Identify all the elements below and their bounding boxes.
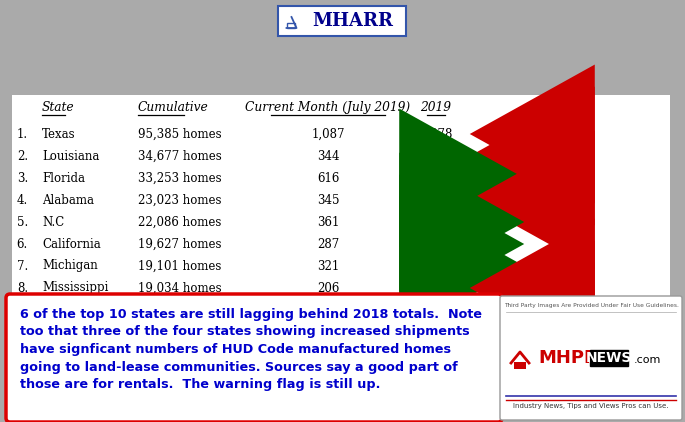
Text: Florida: Florida — [42, 171, 85, 184]
Text: 1,456: 1,456 — [419, 303, 453, 316]
Text: 8.: 8. — [17, 281, 28, 295]
Text: 344: 344 — [316, 149, 339, 162]
Text: 22,086 homes: 22,086 homes — [138, 216, 221, 228]
Text: 1,656: 1,656 — [553, 303, 587, 316]
Text: 208: 208 — [317, 325, 339, 338]
Bar — [288, 23, 295, 28]
Text: 1,720: 1,720 — [553, 325, 587, 338]
Text: 2,554: 2,554 — [419, 194, 453, 206]
Bar — [12, 95, 670, 377]
Text: 2,484: 2,484 — [419, 149, 453, 162]
FancyBboxPatch shape — [279, 6, 406, 36]
Text: NEWS: NEWS — [586, 351, 632, 365]
Bar — [590, 350, 628, 366]
Text: Alabama: Alabama — [42, 194, 94, 206]
Text: 4,583: 4,583 — [419, 171, 453, 184]
Text: 616: 616 — [316, 171, 339, 184]
Text: MHARR: MHARR — [312, 12, 393, 30]
Text: N.C: N.C — [42, 216, 64, 228]
Text: 206: 206 — [316, 281, 339, 295]
Text: 2,710: 2,710 — [553, 216, 587, 228]
Text: 19,101 homes: 19,101 homes — [138, 260, 221, 273]
Text: 23,023 homes: 23,023 homes — [138, 194, 221, 206]
Text: 345: 345 — [316, 194, 339, 206]
FancyBboxPatch shape — [6, 294, 502, 422]
Text: 2,296: 2,296 — [553, 238, 587, 251]
Text: Current Month (July 2019): Current Month (July 2019) — [245, 101, 410, 114]
Text: 361: 361 — [316, 216, 339, 228]
Text: 14,746 homes: 14,746 homes — [138, 325, 222, 338]
Text: MHPRO: MHPRO — [538, 349, 613, 367]
Text: 8,878: 8,878 — [419, 127, 453, 141]
Text: Industry News, Tips and Views Pros can Use.: Industry News, Tips and Views Pros can U… — [513, 403, 669, 409]
Text: 1,087: 1,087 — [311, 127, 345, 141]
Text: 4.: 4. — [16, 194, 28, 206]
Text: 321: 321 — [317, 260, 339, 273]
Text: 34,677 homes: 34,677 homes — [138, 149, 222, 162]
Text: 10.: 10. — [10, 325, 28, 338]
Text: Cumulative: Cumulative — [138, 101, 209, 114]
Text: Texas: Texas — [42, 127, 75, 141]
Text: 19,034 homes: 19,034 homes — [138, 281, 222, 295]
Text: 4,081: 4,081 — [553, 171, 587, 184]
Text: Louisiana: Louisiana — [42, 149, 99, 162]
Text: State: State — [42, 101, 75, 114]
Text: 2,617: 2,617 — [419, 260, 453, 273]
Text: 11,341: 11,341 — [549, 127, 590, 141]
Text: 2,494: 2,494 — [553, 260, 587, 273]
Text: 6.: 6. — [16, 238, 28, 251]
FancyBboxPatch shape — [500, 296, 682, 420]
Text: 2,746: 2,746 — [419, 216, 453, 228]
Text: 3,020: 3,020 — [553, 149, 587, 162]
Text: 2,253: 2,253 — [553, 281, 587, 295]
Text: 2,424: 2,424 — [419, 238, 453, 251]
Text: 19,627 homes: 19,627 homes — [138, 238, 221, 251]
Text: California: California — [42, 238, 101, 251]
Text: 287: 287 — [317, 238, 339, 251]
Text: 2018: 2018 — [554, 101, 586, 114]
Text: Michigan: Michigan — [42, 260, 98, 273]
Text: 2.: 2. — [17, 149, 28, 162]
Text: 200: 200 — [316, 303, 339, 316]
Bar — [514, 362, 526, 369]
Text: 9.: 9. — [16, 303, 28, 316]
Text: Kentucky: Kentucky — [42, 303, 97, 316]
Text: 6 of the top 10 states are still lagging behind 2018 totals.  Note
too that thre: 6 of the top 10 states are still lagging… — [20, 308, 482, 391]
Text: 5.: 5. — [16, 216, 28, 228]
Text: 3,178: 3,178 — [553, 194, 587, 206]
Text: Tennessee: Tennessee — [42, 325, 104, 338]
Text: Third Party Images Are Provided Under Fair Use Guidelines.: Third Party Images Are Provided Under Fa… — [503, 303, 678, 308]
Text: .com: .com — [634, 355, 662, 365]
Text: 16,974 homes: 16,974 homes — [138, 303, 222, 316]
Text: 3.: 3. — [16, 171, 28, 184]
Text: 2019: 2019 — [421, 101, 451, 114]
Text: 1.: 1. — [17, 127, 28, 141]
Text: 1,908: 1,908 — [419, 281, 453, 295]
Text: 1,434: 1,434 — [419, 325, 453, 338]
Text: 95,385 homes: 95,385 homes — [138, 127, 222, 141]
Text: 7.: 7. — [16, 260, 28, 273]
Text: Mississippi: Mississippi — [42, 281, 108, 295]
Text: 33,253 homes: 33,253 homes — [138, 171, 222, 184]
